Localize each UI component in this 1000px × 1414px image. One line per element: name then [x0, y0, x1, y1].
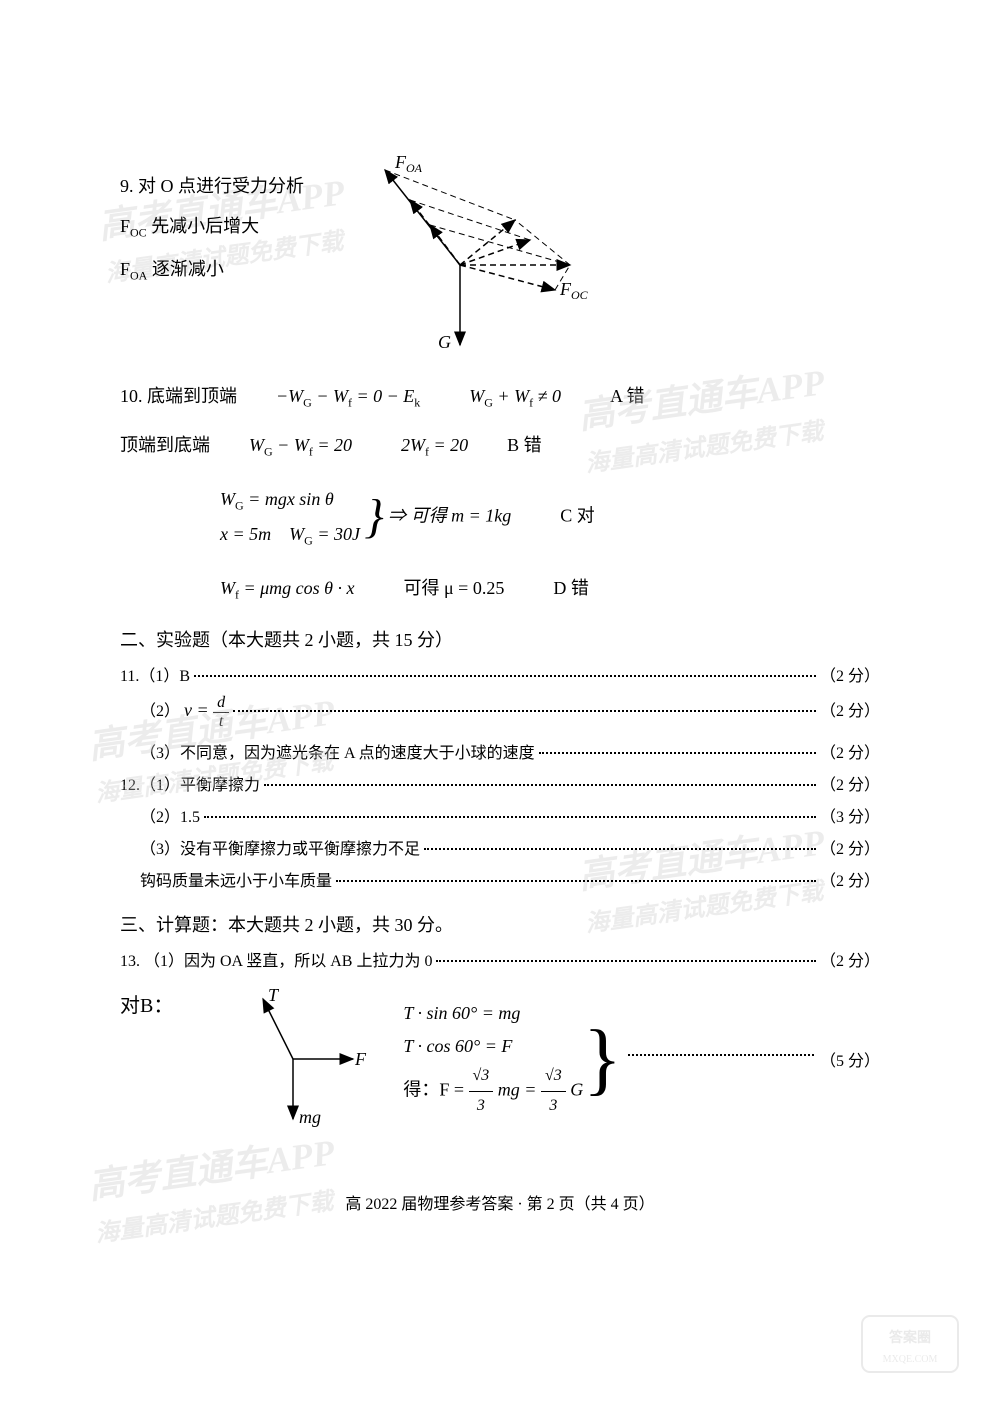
label-g: G: [438, 332, 451, 350]
q13-row: 对B： T F mg T · sin 60° = mg T · cos 60° …: [120, 979, 880, 1139]
section2-title: 二、实验题（本大题共 2 小题，共 15 分）: [120, 626, 880, 652]
q10-line3: WG = mgx sin θ x = 5m WG = 30J } ⇒ 可得 m …: [120, 483, 880, 551]
q13-score: （5 分）: [820, 1047, 880, 1071]
q13-equations: T · sin 60° = mg T · cos 60° = F 得：F = √…: [403, 997, 583, 1120]
svg-text:答案圈: 答案圈: [889, 1329, 931, 1346]
svg-text:mg: mg: [299, 1107, 321, 1127]
q12-3: （3）没有平衡摩擦力或平衡摩擦力不足 （2 分）: [120, 835, 880, 859]
q9-title: 9. 对 O 点进行受力分析: [120, 170, 304, 202]
label-foc: FOC: [559, 279, 589, 302]
q10-line1: 10. 底端到顶端 −WG − Wf = 0 − Ek WG + Wf ≠ 0 …: [120, 380, 880, 414]
q11-1: 11.（1）B （2 分）: [120, 662, 880, 686]
q9-line3: FOA 逐渐减小: [120, 253, 304, 287]
q10-line4: Wf = μmg cos θ · x 可得 μ = 0.25 D 错: [120, 572, 880, 606]
q12-1: 12.（1）平衡摩擦力 （2 分）: [120, 771, 880, 795]
page-footer: 高 2022 届物理参考答案 · 第 2 页（共 4 页）: [0, 1190, 1000, 1214]
q13-force-diagram: T F mg: [233, 989, 373, 1129]
section3-title: 三、计算题：本大题共 2 小题，共 30 分。: [120, 911, 880, 937]
page-container: 高考直通车APP 海量高清试题免费下载 高考直通车APP 海量高清试题免费下载 …: [0, 0, 1000, 1414]
q11-3: （3）不同意，因为遮光条在 A 点的速度大于小球的速度 （2 分）: [120, 739, 880, 763]
q9-force-diagram: G FOA FOC: [320, 150, 600, 350]
label-foa: FOA: [394, 152, 423, 175]
svg-text:T: T: [268, 989, 280, 1005]
q9-line2: FOC 先减小后增大: [120, 210, 304, 244]
svg-text:F: F: [354, 1049, 367, 1069]
q9-row: 9. 对 O 点进行受力分析 FOC 先减小后增大 FOA 逐渐减小 G FOA: [120, 160, 880, 360]
q10-line2: 顶端到底端 WG − Wf = 20 2Wf = 20 B 错: [120, 429, 880, 463]
q13-diag-label: 对B：: [120, 989, 173, 1018]
watermark: 高考直通车APP 海量高清试题免费下载: [85, 1123, 344, 1251]
q12-2: （2）1.5 （3 分）: [120, 803, 880, 827]
q13-1: 13. （1）因为 OA 竖直，所以 AB 上拉力为 0 （2 分）: [120, 947, 880, 971]
svg-text:MXQE.COM: MXQE.COM: [883, 1354, 938, 1365]
footer-logo-icon: 答案圈 MXQE.COM: [860, 1314, 960, 1374]
q12-4: 钩码质量未远小于小车质量 （2 分）: [120, 867, 880, 891]
q11-2: （2） v = dt （2 分）: [120, 694, 880, 731]
